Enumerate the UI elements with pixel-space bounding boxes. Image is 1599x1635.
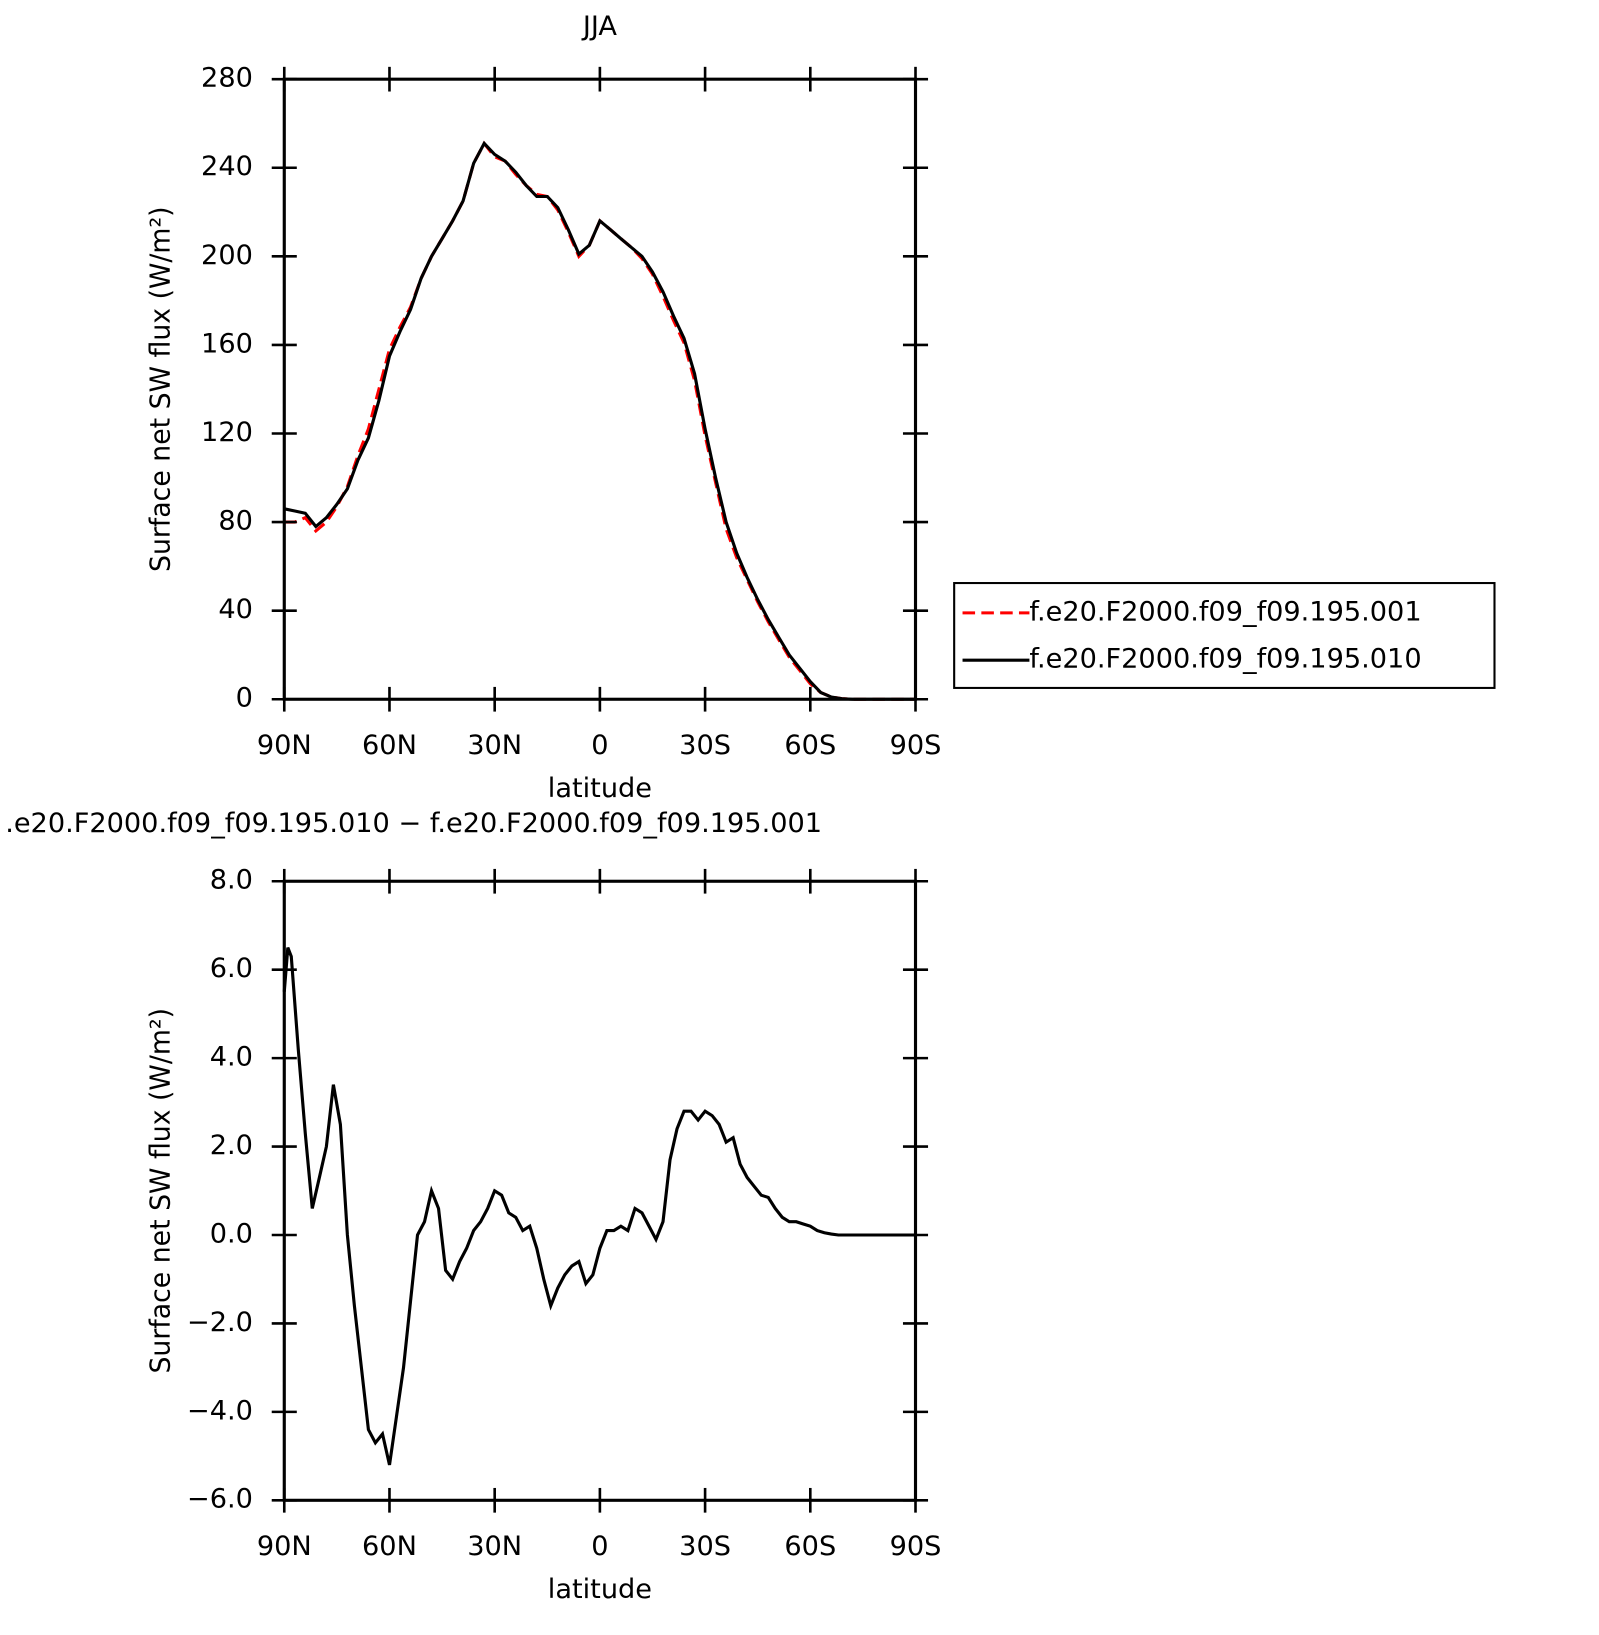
x-tick-label: 0 <box>591 1531 608 1562</box>
y-tick-label: −6.0 <box>187 1484 253 1515</box>
x-tick-label: 30S <box>679 1531 731 1562</box>
y-tick-label: 200 <box>201 240 253 271</box>
x-tick-label: 0 <box>591 730 608 761</box>
x-tick-label: 90N <box>257 1531 312 1562</box>
plot-frame <box>282 879 918 1502</box>
y-tick-label: −2.0 <box>187 1307 253 1338</box>
y-tick-label: 160 <box>201 329 253 360</box>
series-line <box>282 947 916 1466</box>
legend-label: f.e20.F2000.f09_f09.195.001 <box>1029 597 1421 628</box>
y-tick-label: 2.0 <box>210 1130 253 1161</box>
x-tick-label: 60N <box>362 1531 417 1562</box>
y-tick-label: 40 <box>218 594 253 625</box>
x-tick-label: 90S <box>890 1531 942 1562</box>
y-axis-label: Surface net SW flux (W/m²) <box>145 206 176 572</box>
y-tick-label: 4.0 <box>210 1042 253 1073</box>
legend-label: f.e20.F2000.f09_f09.195.010 <box>1029 644 1421 675</box>
x-tick-label: 30S <box>679 730 731 761</box>
series-line <box>283 140 916 701</box>
x-tick-label: 30N <box>467 1531 522 1562</box>
series-line <box>284 140 916 701</box>
y-tick-label: 0.0 <box>210 1219 253 1250</box>
x-axis-label: latitude <box>548 1574 652 1605</box>
y-tick-label: 280 <box>201 63 253 94</box>
x-axis-label: latitude <box>548 773 652 804</box>
x-tick-label: 60S <box>784 730 836 761</box>
y-tick-label: 240 <box>201 151 253 182</box>
y-axis-label: Surface net SW flux (W/m²) <box>145 1008 176 1374</box>
y-tick-label: 80 <box>218 506 253 537</box>
x-tick-label: 90N <box>257 730 312 761</box>
chart-title: JJA <box>581 11 618 42</box>
x-tick-label: 60N <box>362 730 417 761</box>
y-tick-label: −4.0 <box>187 1395 253 1426</box>
y-tick-label: 120 <box>201 417 253 448</box>
x-tick-label: 90S <box>890 730 942 761</box>
y-tick-label: 8.0 <box>210 865 253 896</box>
chart-title: .e20.F2000.f09_f09.195.010 − f.e20.F2000… <box>5 808 822 839</box>
y-tick-label: 6.0 <box>210 953 253 984</box>
y-tick-label: 0 <box>236 683 253 714</box>
x-tick-label: 30N <box>467 730 522 761</box>
legend-box <box>953 582 1496 689</box>
x-tick-label: 60S <box>784 1531 836 1562</box>
